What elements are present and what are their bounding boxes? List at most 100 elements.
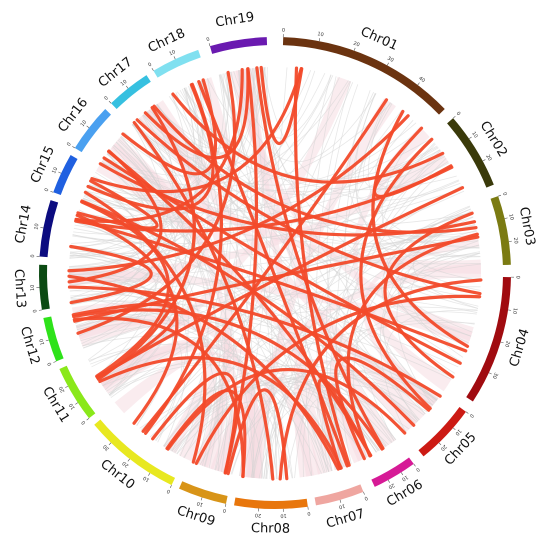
tick-label: 0 <box>414 466 420 473</box>
tick-label: 30 <box>491 371 499 379</box>
tick-mark <box>498 195 501 196</box>
chromosome-segment <box>43 317 63 362</box>
chromosome-segment <box>40 200 59 257</box>
tick-label: 10 <box>511 307 518 314</box>
chromosome-label: Chr18 <box>146 26 188 56</box>
tick-label: 10 <box>51 166 59 174</box>
tick-mark <box>363 492 364 495</box>
tick-mark <box>483 160 486 161</box>
tick-mark <box>174 56 175 59</box>
tick-mark <box>152 68 154 71</box>
chromosome-segment <box>315 484 364 505</box>
tick-mark <box>50 191 53 192</box>
chromosome-label: Chr04 <box>507 327 533 369</box>
tick-mark <box>418 83 420 85</box>
chromosome-label: Chr15 <box>28 144 58 186</box>
tick-mark <box>209 43 210 46</box>
tick-label: 20 <box>512 237 519 244</box>
tick-mark <box>439 443 441 445</box>
tick-mark <box>46 340 49 341</box>
tick-label: 10 <box>338 502 346 510</box>
chromosome-label: Chr09 <box>175 503 217 529</box>
tick-mark <box>87 418 89 420</box>
tick-label: 20 <box>503 340 511 348</box>
tick-mark <box>354 48 355 51</box>
tick-label: 0 <box>30 254 36 258</box>
tick-label: 0 <box>81 419 88 425</box>
tick-mark <box>469 137 471 139</box>
tick-mark <box>388 480 389 483</box>
tick-label: 10 <box>120 79 129 88</box>
tick-label: 10 <box>454 428 463 437</box>
tick-mark <box>58 172 61 173</box>
tick-label: 20 <box>387 482 395 490</box>
tick-label: 0 <box>307 510 311 516</box>
tick-label: 20 <box>484 154 492 162</box>
tick-label: 10 <box>400 474 409 482</box>
chromosome-label: Chr01 <box>358 24 400 54</box>
chromosome-label: Chr17 <box>96 55 136 91</box>
tick-label: 10 <box>470 131 479 140</box>
tick-mark <box>201 497 202 500</box>
tick-label: 0 <box>514 276 520 279</box>
chromosome-segment <box>210 37 267 54</box>
tick-label: 10 <box>507 213 514 221</box>
tick-mark <box>65 386 68 387</box>
chromosome-label: Chr16 <box>55 95 91 135</box>
chromosome-label: Chr13 <box>11 269 28 309</box>
tick-label: 0 <box>103 95 109 102</box>
tick-mark <box>53 361 56 362</box>
tick-label: 10 <box>142 474 151 482</box>
tick-label: 10 <box>80 119 89 128</box>
tick-label: 0 <box>455 111 462 117</box>
chromosome-segment <box>39 265 50 310</box>
tick-mark <box>126 86 128 88</box>
chromosome-label: Chr05 <box>442 430 480 469</box>
tick-mark <box>109 101 111 103</box>
tick-mark <box>75 403 78 405</box>
chromosome-segment <box>53 155 77 195</box>
tick-label: 0 <box>32 309 38 313</box>
tick-label: 0 <box>363 494 368 501</box>
chromosome-label: Chr07 <box>325 506 367 531</box>
tick-label: 30 <box>386 56 394 64</box>
tick-mark <box>401 472 403 475</box>
chromosome-segment <box>153 50 200 78</box>
tick-label: 0 <box>206 37 211 44</box>
tick-label: 40 <box>417 76 426 85</box>
chromosome-label: Chr12 <box>17 325 43 367</box>
tick-mark <box>72 146 75 148</box>
tick-mark <box>109 443 111 445</box>
chromosome-segment <box>179 481 228 504</box>
chromosome-label: Chr19 <box>214 10 255 31</box>
tick-label: 10 <box>39 338 47 346</box>
tick-label: 20 <box>255 512 262 518</box>
chromosome-label: Chr10 <box>97 457 137 493</box>
tick-label: 0 <box>501 192 508 197</box>
tick-mark <box>414 464 416 466</box>
tick-label: 10 <box>68 402 77 411</box>
tick-label: 10 <box>196 500 204 508</box>
tick-mark <box>87 126 89 128</box>
tick-mark <box>453 428 455 430</box>
tick-label: 20 <box>58 385 66 393</box>
tick-label: 10 <box>33 223 40 230</box>
tick-label: 0 <box>282 28 285 34</box>
tick-label: 20 <box>121 460 130 469</box>
tick-mark <box>128 459 130 461</box>
tick-label: 0 <box>47 361 54 366</box>
tick-mark <box>466 412 468 414</box>
